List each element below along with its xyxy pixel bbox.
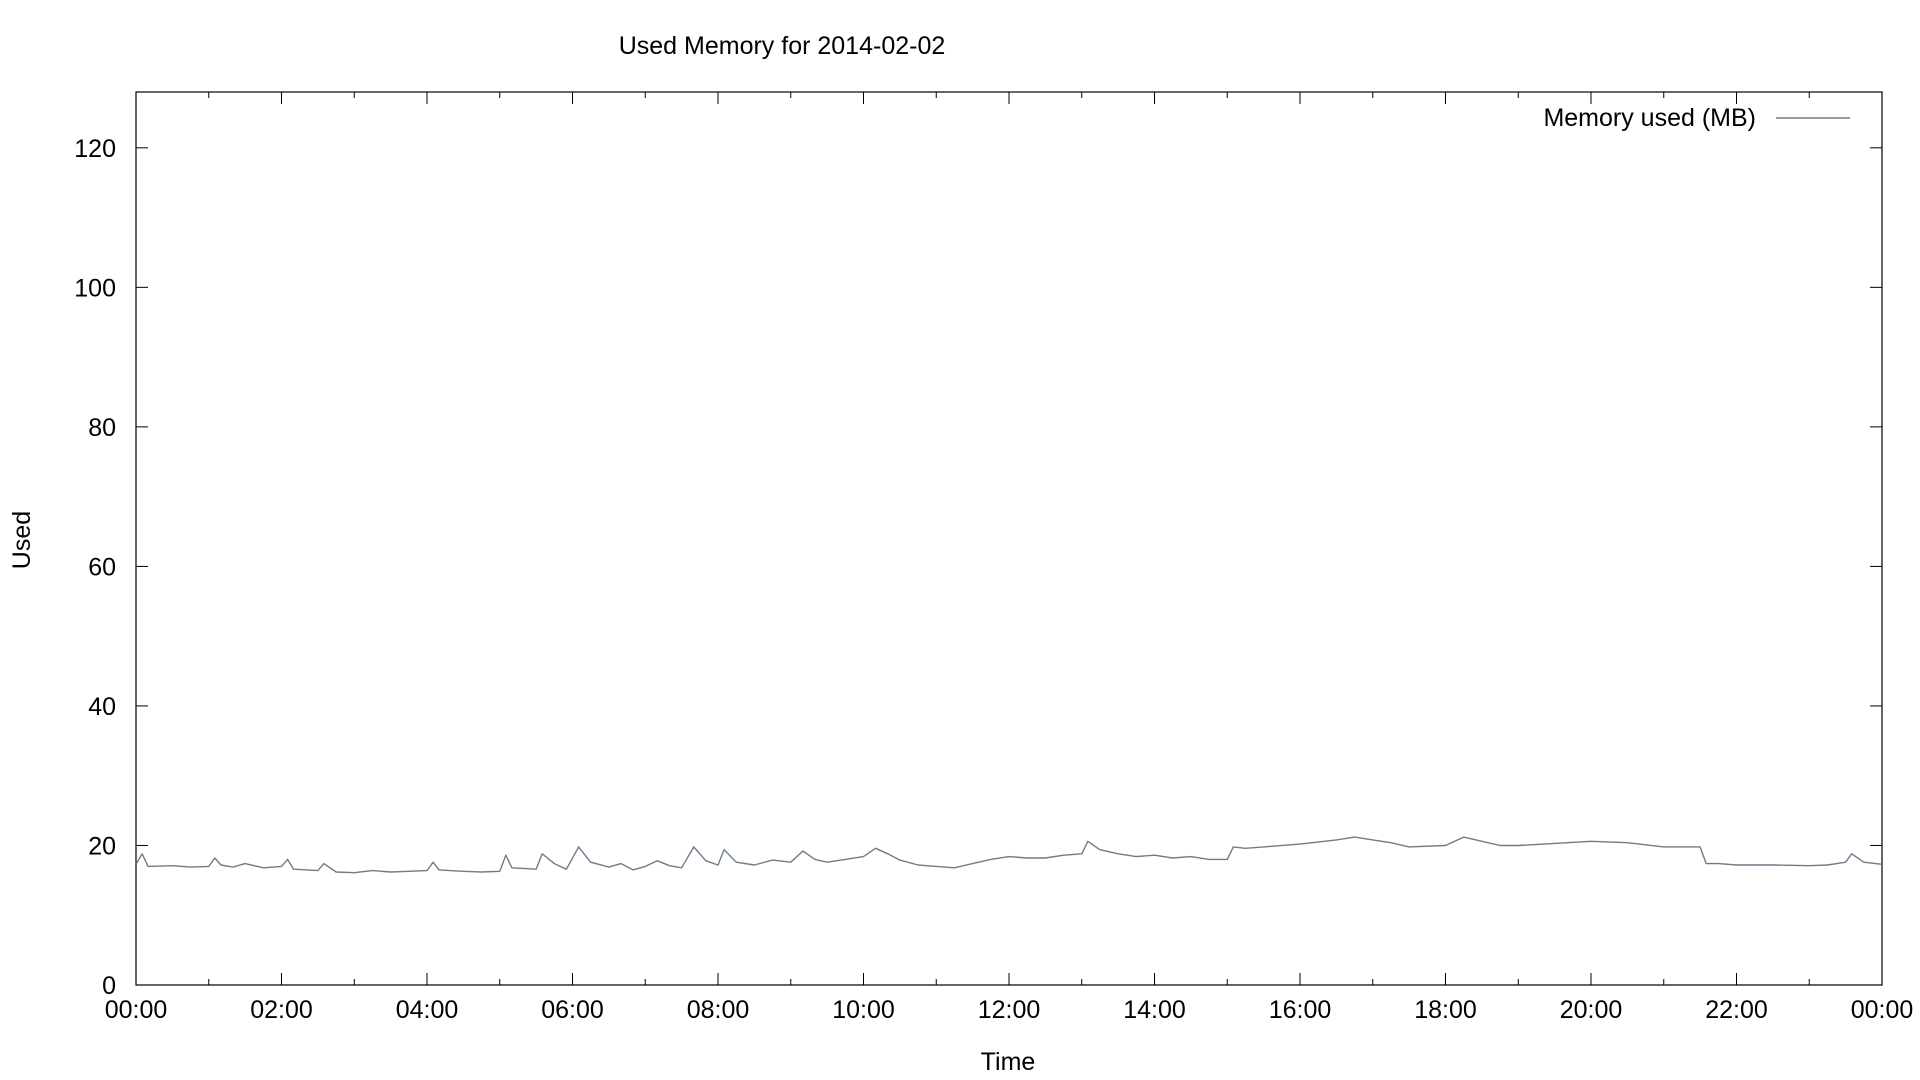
y-axis-label: Used	[8, 511, 36, 569]
axis-ticks	[135, 92, 1883, 986]
y-tick-label: 0	[102, 972, 116, 1000]
y-tick-label: 60	[88, 553, 116, 581]
x-tick-label: 04:00	[396, 996, 459, 1024]
x-tick-label: 08:00	[687, 996, 750, 1024]
y-tick-label: 40	[88, 693, 116, 721]
x-tick-label: 22:00	[1705, 996, 1768, 1024]
y-tick-label: 100	[74, 274, 116, 302]
x-axis-label: Time	[981, 1048, 1036, 1076]
x-tick-label: 12:00	[978, 996, 1041, 1024]
series-lines	[135, 836, 1883, 874]
x-tick-label: 10:00	[832, 996, 895, 1024]
x-tick-label: 14:00	[1123, 996, 1186, 1024]
series-line-0	[135, 836, 1883, 874]
axis-tick-labels: 0 20 40 60 80 100 120 00:00 02:00 04:00 06:00 08:00…	[74, 135, 1913, 1024]
x-tick-label: 02:00	[250, 996, 313, 1024]
x-tick-label: 06:00	[541, 996, 604, 1024]
x-tick-label: 00:00	[105, 996, 168, 1024]
y-tick-label: 80	[88, 414, 116, 442]
x-tick-label: 16:00	[1269, 996, 1332, 1024]
legend-entry-label: Memory used (MB)	[1543, 104, 1756, 132]
y-tick-label: 20	[88, 832, 116, 860]
x-tick-label: 20:00	[1560, 996, 1623, 1024]
legend: Memory used (MB)	[1543, 104, 1850, 132]
x-tick-label: 00:00	[1851, 996, 1914, 1024]
y-tick-label: 120	[74, 135, 116, 163]
chart-title: Used Memory for 2014-02-02	[619, 32, 946, 60]
x-tick-label: 18:00	[1414, 996, 1477, 1024]
